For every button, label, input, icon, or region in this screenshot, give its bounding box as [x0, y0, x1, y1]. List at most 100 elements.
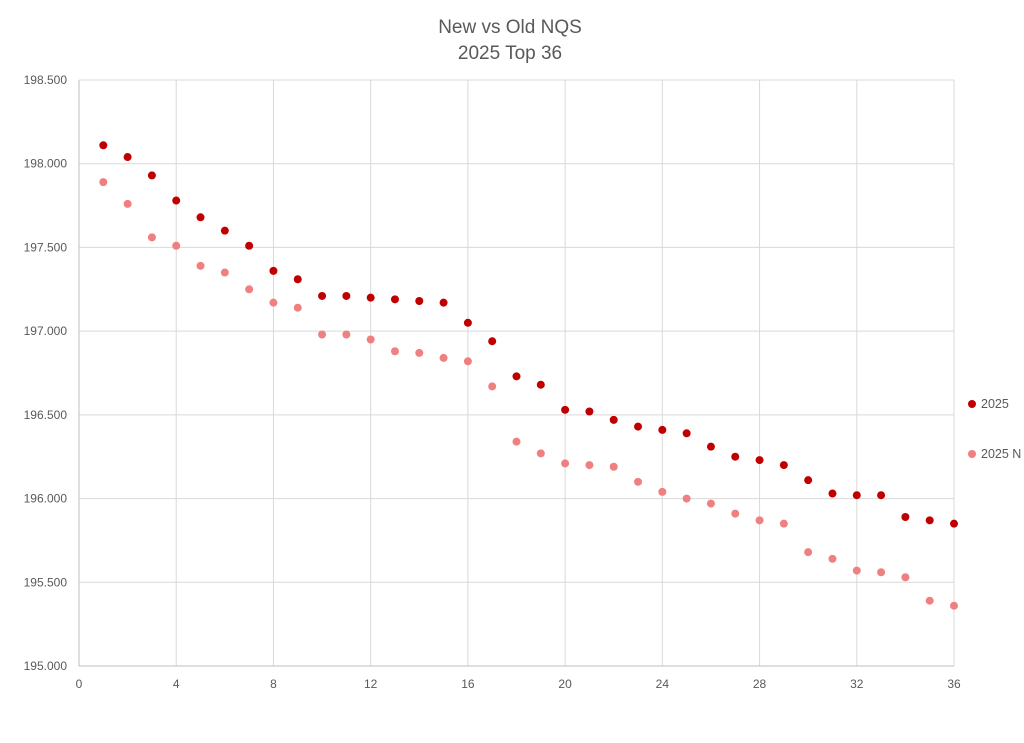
tick-labels: 195.000 195.500 196.000 196.500 197.000 197.5… [24, 73, 961, 691]
data-point-series-0-16 [488, 337, 497, 346]
x-tick-label: 28 [753, 677, 767, 691]
data-point-series-1-32 [877, 568, 886, 577]
data-point-series-0-12 [390, 295, 399, 304]
data-point-series-1-2 [147, 233, 156, 242]
x-tick-label: 8 [270, 677, 277, 691]
data-point-series-1-17 [512, 437, 521, 446]
data-point-series-1-20 [585, 461, 594, 470]
data-point-series-1-1 [123, 199, 132, 208]
legend-label: 2025 [981, 397, 1009, 411]
data-point-series-1-13 [415, 348, 424, 357]
x-tick-label: 0 [76, 677, 83, 691]
data-point-series-0-7 [269, 266, 278, 275]
axes [78, 80, 954, 667]
data-point-series-1-26 [731, 509, 740, 518]
data-point-series-1-12 [390, 347, 399, 356]
data-point-series-0-8 [293, 275, 302, 284]
data-point-series-1-8 [293, 303, 302, 312]
data-point-series-1-24 [682, 494, 691, 503]
data-point-series-0-22 [634, 422, 643, 431]
y-tick-label: 196.500 [24, 408, 68, 422]
data-point-series-0-35 [950, 519, 958, 528]
data-point-series-0-5 [220, 226, 229, 235]
data-point-series-1-35 [950, 601, 958, 610]
data-point-series-0-17 [512, 372, 521, 381]
x-tick-label: 12 [364, 677, 378, 691]
data-point-series-0-0 [99, 141, 108, 150]
data-point-series-0-30 [828, 489, 837, 498]
grid-lines [79, 79, 955, 666]
data-point-series-1-7 [269, 298, 278, 307]
chart-title: New vs Old NQS [438, 17, 582, 38]
y-tick-label: 197.000 [24, 324, 68, 338]
data-point-series-1-15 [463, 357, 472, 366]
x-tick-label: 20 [558, 677, 572, 691]
y-tick-label: 195.500 [24, 575, 68, 589]
data-point-series-1-33 [901, 573, 910, 582]
data-point-series-0-20 [585, 407, 594, 416]
data-point-series-0-34 [925, 516, 934, 525]
data-point-series-0-31 [852, 491, 861, 500]
data-point-series-1-30 [828, 554, 837, 563]
data-point-series-1-3 [172, 241, 181, 250]
data-point-series-0-19 [561, 405, 570, 414]
data-point-series-0-15 [463, 318, 472, 327]
data-point-series-1-4 [196, 261, 205, 270]
data-point-series-1-10 [342, 330, 351, 339]
data-point-series-0-9 [318, 291, 327, 300]
data-point-series-0-33 [901, 512, 910, 521]
data-point-series-1-34 [925, 596, 934, 605]
data-point-series-0-23 [658, 425, 667, 434]
y-tick-label: 198.000 [24, 157, 68, 171]
data-point-series-1-19 [561, 459, 570, 468]
x-tick-label: 32 [850, 677, 864, 691]
data-point-series-1-16 [488, 382, 497, 391]
data-point-series-0-28 [779, 461, 788, 470]
legend-label: 2025 N [981, 447, 1021, 461]
data-point-series-0-11 [366, 293, 375, 302]
data-point-series-0-25 [706, 442, 715, 451]
data-point-series-0-13 [415, 297, 424, 306]
data-point-series-0-10 [342, 291, 351, 300]
data-point-series-1-31 [852, 566, 861, 575]
data-point-series-0-29 [804, 476, 813, 485]
data-point-series-0-3 [172, 196, 181, 205]
data-point-series-0-26 [731, 452, 740, 461]
data-point-series-0-18 [536, 380, 545, 389]
y-tick-label: 195.000 [24, 659, 68, 673]
data-point-series-1-21 [609, 462, 618, 471]
data-point-series-0-14 [439, 298, 448, 307]
x-tick-label: 24 [656, 677, 670, 691]
data-point-series-1-0 [99, 178, 108, 187]
x-tick-label: 16 [461, 677, 475, 691]
data-point-series-0-1 [123, 153, 132, 162]
data-point-series-0-4 [196, 213, 205, 222]
data-point-series-1-23 [658, 487, 667, 496]
y-tick-label: 198.500 [24, 73, 68, 87]
data-point-series-1-18 [536, 449, 545, 458]
data-point-series-1-11 [366, 335, 375, 344]
data-point-series-1-25 [706, 499, 715, 508]
legend-marker [968, 450, 976, 458]
legend-marker [968, 400, 976, 408]
x-tick-label: 36 [947, 677, 961, 691]
data-point-series-1-9 [318, 330, 327, 339]
data-point-series-1-6 [245, 285, 254, 294]
x-tick-label: 4 [173, 677, 180, 691]
data-point-series-1-5 [220, 268, 229, 277]
data-point-series-1-28 [779, 519, 788, 528]
data-point-series-0-32 [877, 491, 886, 500]
data-point-series-0-2 [147, 171, 156, 180]
data-point-series-0-21 [609, 415, 618, 424]
data-point-series-0-6 [245, 241, 254, 250]
data-point-series-1-22 [634, 477, 643, 486]
data-point-series-1-27 [755, 516, 764, 525]
data-point-series-1-29 [804, 548, 813, 557]
y-tick-label: 196.000 [24, 492, 68, 506]
data-point-series-0-24 [682, 429, 691, 438]
data-point-series-1-14 [439, 353, 448, 362]
data-point-series-0-27 [755, 456, 764, 465]
legend: 2025 2025 N [968, 397, 1021, 461]
chart-subtitle: 2025 Top 36 [458, 43, 562, 64]
